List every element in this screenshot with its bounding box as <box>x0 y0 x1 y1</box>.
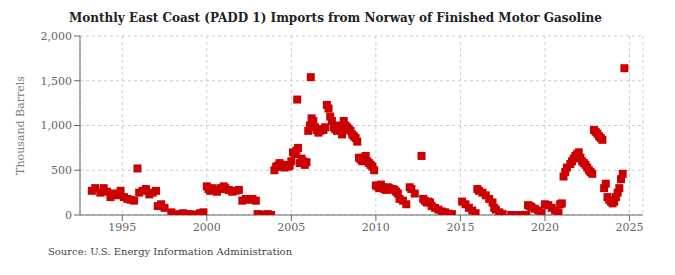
svg-text:2,000: 2,000 <box>41 30 73 43</box>
svg-text:1,500: 1,500 <box>41 75 73 88</box>
svg-text:2005: 2005 <box>277 221 305 234</box>
svg-text:1,000: 1,000 <box>41 119 73 132</box>
svg-text:2025: 2025 <box>615 221 643 234</box>
svg-text:2010: 2010 <box>362 221 390 234</box>
svg-text:Thousand Barrels: Thousand Barrels <box>14 76 27 175</box>
svg-text:2000: 2000 <box>193 221 221 234</box>
svg-text:2020: 2020 <box>531 221 559 234</box>
svg-text:2015: 2015 <box>446 221 474 234</box>
html-text:Source: U.S. Energy Informatio: Source: U.S. Energy Information Administ… <box>48 246 293 257</box>
html-text:Monthly East Coast (PADD 1) Im: Monthly East Coast (PADD 1) Imports from… <box>69 11 602 25</box>
svg-text:1995: 1995 <box>108 221 136 234</box>
svg-text:500: 500 <box>51 164 72 177</box>
svg-text:0: 0 <box>65 209 72 222</box>
